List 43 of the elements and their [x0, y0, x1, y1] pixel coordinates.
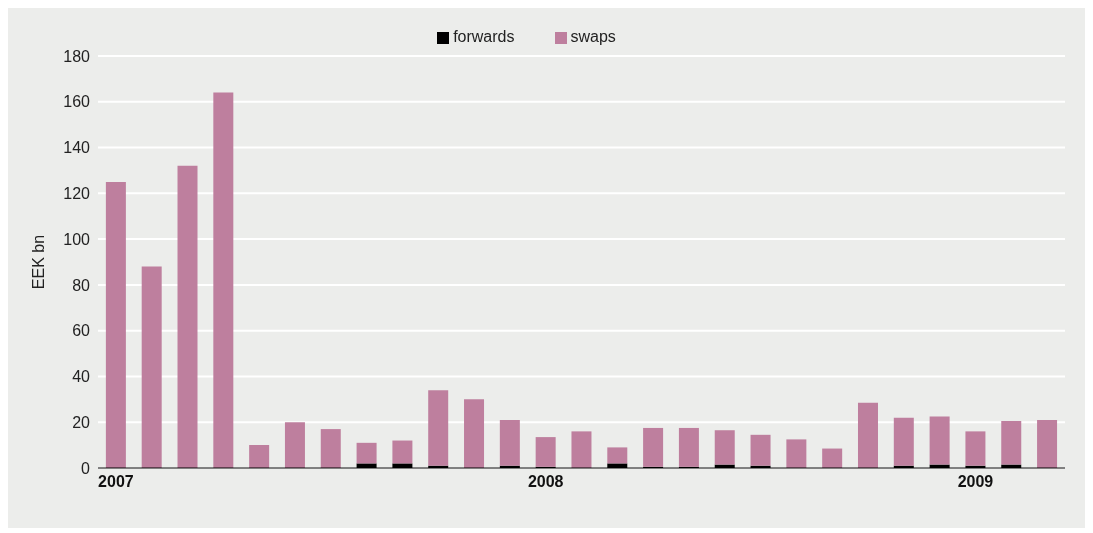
- bar: [714, 430, 735, 465]
- y-tick-label: 180: [63, 47, 91, 65]
- bar: [249, 445, 270, 468]
- bar: [786, 439, 807, 468]
- bar: [822, 448, 843, 468]
- bar: [141, 266, 162, 468]
- bar: [356, 442, 377, 464]
- bar: [893, 417, 914, 466]
- bar: [1001, 421, 1022, 465]
- y-axis-title: EEK bn: [29, 234, 47, 290]
- y-tick-label: 0: [81, 459, 91, 477]
- x-tick-label: 2007: [98, 473, 134, 491]
- y-tick-label: 40: [72, 368, 91, 386]
- bar: [750, 434, 771, 466]
- bar: [464, 399, 485, 468]
- bar: [1037, 419, 1058, 468]
- bar: [428, 390, 449, 466]
- y-tick-label: 120: [63, 185, 91, 203]
- y-tick-label: 140: [63, 139, 91, 157]
- bar: [105, 181, 126, 468]
- bar: [929, 416, 950, 465]
- bar: [965, 431, 986, 466]
- y-tick-label: 80: [72, 276, 91, 294]
- bar: [284, 422, 305, 468]
- bar: [857, 402, 878, 468]
- legend-label: forwards: [453, 28, 515, 45]
- y-tick-label: 20: [72, 413, 91, 431]
- bar: [678, 427, 699, 467]
- bar: [571, 431, 592, 468]
- bar: [392, 440, 413, 464]
- bar: [213, 92, 234, 468]
- bar: [607, 447, 628, 464]
- y-tick-label: 100: [63, 230, 91, 248]
- x-tick-label: 2008: [527, 473, 564, 491]
- y-tick-label: 60: [72, 322, 91, 340]
- bar: [643, 427, 664, 467]
- x-tick-label: 2009: [957, 473, 994, 491]
- bar: [177, 165, 198, 468]
- bar: [320, 429, 341, 468]
- bar: [499, 419, 520, 466]
- bar: [535, 437, 556, 467]
- y-tick-label: 160: [63, 93, 91, 111]
- legend-label: swaps: [570, 28, 616, 45]
